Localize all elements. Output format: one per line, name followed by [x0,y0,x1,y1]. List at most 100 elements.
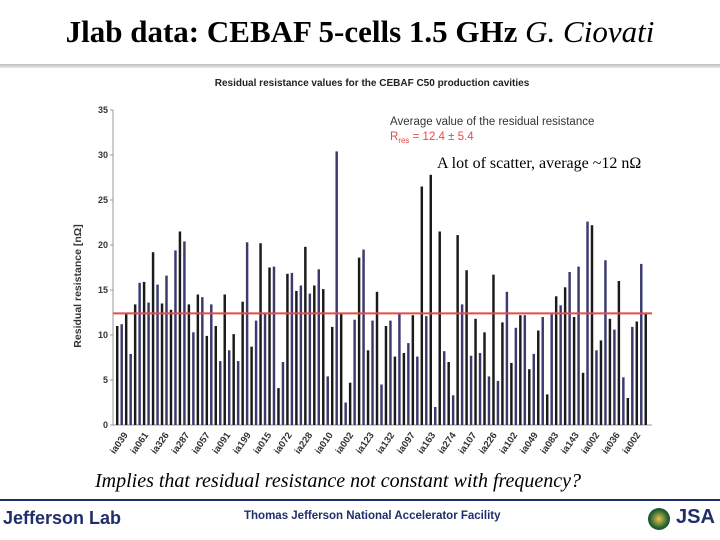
bar-chart: Residual resistance values for the CEBAF… [0,68,720,468]
bar-103 [577,266,580,425]
bar-74 [447,362,450,425]
bar-47 [326,376,329,425]
y-tick-label-4: 20 [98,240,108,250]
bar-8 [151,252,155,425]
bar-97 [550,314,553,425]
bar-33 [263,313,267,425]
bar-104 [581,372,585,425]
bar-84 [492,274,495,425]
bar-82 [483,332,486,425]
bar-24 [223,294,226,425]
bar-111 [613,329,616,425]
bar-66 [411,315,415,425]
bar-45 [317,269,321,425]
bar-16 [187,304,191,425]
bar-46 [322,289,325,425]
slide-title: Jlab data: CEBAF 5-cells 1.5 GHz G. Ciov… [0,14,720,50]
bar-63 [398,313,401,425]
bar-76 [456,235,459,425]
bar-42 [304,246,307,425]
bar-58 [375,291,379,425]
title-divider [0,64,720,68]
bar-68 [420,186,424,425]
bar-5 [138,282,141,425]
bar-90 [519,315,522,425]
bar-87 [505,291,509,425]
bar-55 [362,249,365,425]
bar-29 [245,242,249,425]
bars [116,151,647,425]
bar-109 [604,260,607,425]
bar-11 [165,275,168,425]
bar-88 [510,362,513,425]
bar-65 [407,343,410,425]
bar-59 [380,384,383,425]
bar-114 [626,398,630,425]
bar-108 [599,340,603,425]
bar-34 [268,267,271,425]
y-tick-label-1: 5 [103,375,108,385]
bar-105 [586,221,589,425]
bar-39 [290,272,294,425]
bar-94 [537,330,540,425]
bar-50 [339,313,343,425]
bar-118 [644,313,647,425]
bar-10 [160,303,164,425]
bar-4 [133,304,137,425]
bar-43 [308,293,312,425]
scatter-annotation: A lot of scatter, average ~12 nΩ [437,155,642,172]
bar-53 [353,319,356,425]
bar-49 [335,151,338,425]
bar-48 [330,326,334,425]
bar-44 [313,285,316,425]
bar-38 [286,273,289,425]
bar-7 [147,302,150,425]
bar-110 [608,318,612,425]
bar-106 [590,225,594,425]
bar-85 [496,380,500,425]
bar-36 [277,388,280,425]
bar-22 [214,326,217,425]
bar-79 [469,355,473,425]
bar-60 [384,326,388,425]
bar-116 [635,321,639,425]
bar-80 [474,318,477,425]
bar-0 [116,326,119,425]
bar-78 [465,270,468,425]
y-axis-label: Residual resistance [nΩ] [72,224,84,347]
legend-formula-value: = 12.4 ± 5.4 [409,131,474,143]
y-tick-label-3: 15 [98,285,108,295]
bar-107 [595,350,598,425]
jsa-logo: JSA [676,506,715,528]
bar-32 [259,243,262,425]
bar-71 [434,407,437,425]
bar-77 [460,304,464,425]
bar-91 [523,315,527,425]
bar-86 [501,322,504,425]
chart-title: Residual resistance values for the CEBAF… [215,78,530,89]
bar-101 [568,272,571,425]
slide-title-main: Jlab data: CEBAF 5-cells 1.5 GHz [65,14,518,49]
bar-12 [169,309,173,425]
bottom-note: Implies that residual resistance not con… [95,470,582,492]
bar-57 [371,320,374,425]
bar-67 [416,356,419,425]
bar-89 [514,327,518,425]
legend-formula-sub: res [398,136,409,145]
bar-75 [451,395,455,425]
y-ticks: 0 5 10 15 20 25 30 35 [98,105,113,430]
bar-40 [295,290,298,425]
bar-95 [541,317,544,425]
bar-54 [357,257,361,425]
slide-title-author: G. Ciovati [525,14,655,49]
bar-73 [442,351,446,425]
bar-92 [528,369,531,425]
facility-name: Thomas Jefferson National Accelerator Fa… [244,510,501,522]
bar-25 [227,350,231,425]
y-tick-label-5: 25 [98,195,108,205]
bar-23 [219,361,222,425]
bar-19 [201,297,204,425]
bar-52 [348,382,352,425]
bar-112 [617,281,621,425]
bar-93 [532,353,536,425]
